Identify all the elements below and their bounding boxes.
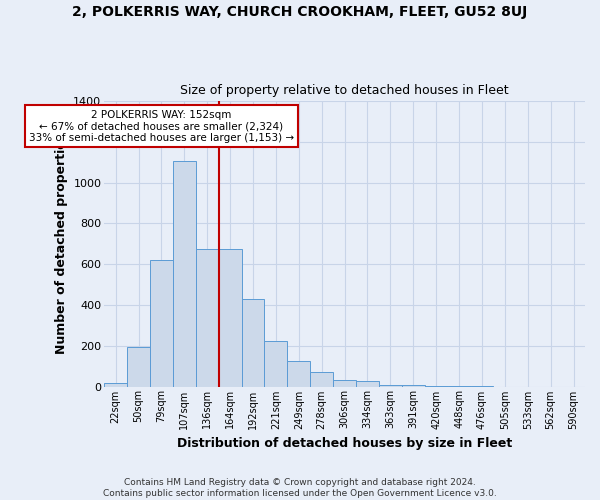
Bar [242,299,265,386]
Bar [379,385,402,386]
Bar [150,260,173,386]
Bar [127,348,150,387]
Bar [287,361,310,386]
Bar [173,161,196,386]
Bar [218,249,242,386]
Y-axis label: Number of detached properties: Number of detached properties [55,133,68,354]
Bar [104,384,127,386]
X-axis label: Distribution of detached houses by size in Fleet: Distribution of detached houses by size … [177,437,512,450]
Text: 2, POLKERRIS WAY, CHURCH CROOKHAM, FLEET, GU52 8UJ: 2, POLKERRIS WAY, CHURCH CROOKHAM, FLEET… [73,5,527,19]
Bar [356,382,379,386]
Text: 2 POLKERRIS WAY: 152sqm
← 67% of detached houses are smaller (2,324)
33% of semi: 2 POLKERRIS WAY: 152sqm ← 67% of detache… [29,110,294,142]
Text: Contains HM Land Registry data © Crown copyright and database right 2024.
Contai: Contains HM Land Registry data © Crown c… [103,478,497,498]
Bar [333,380,356,386]
Title: Size of property relative to detached houses in Fleet: Size of property relative to detached ho… [180,84,509,97]
Bar [310,372,333,386]
Bar [265,341,287,386]
Bar [196,249,218,386]
